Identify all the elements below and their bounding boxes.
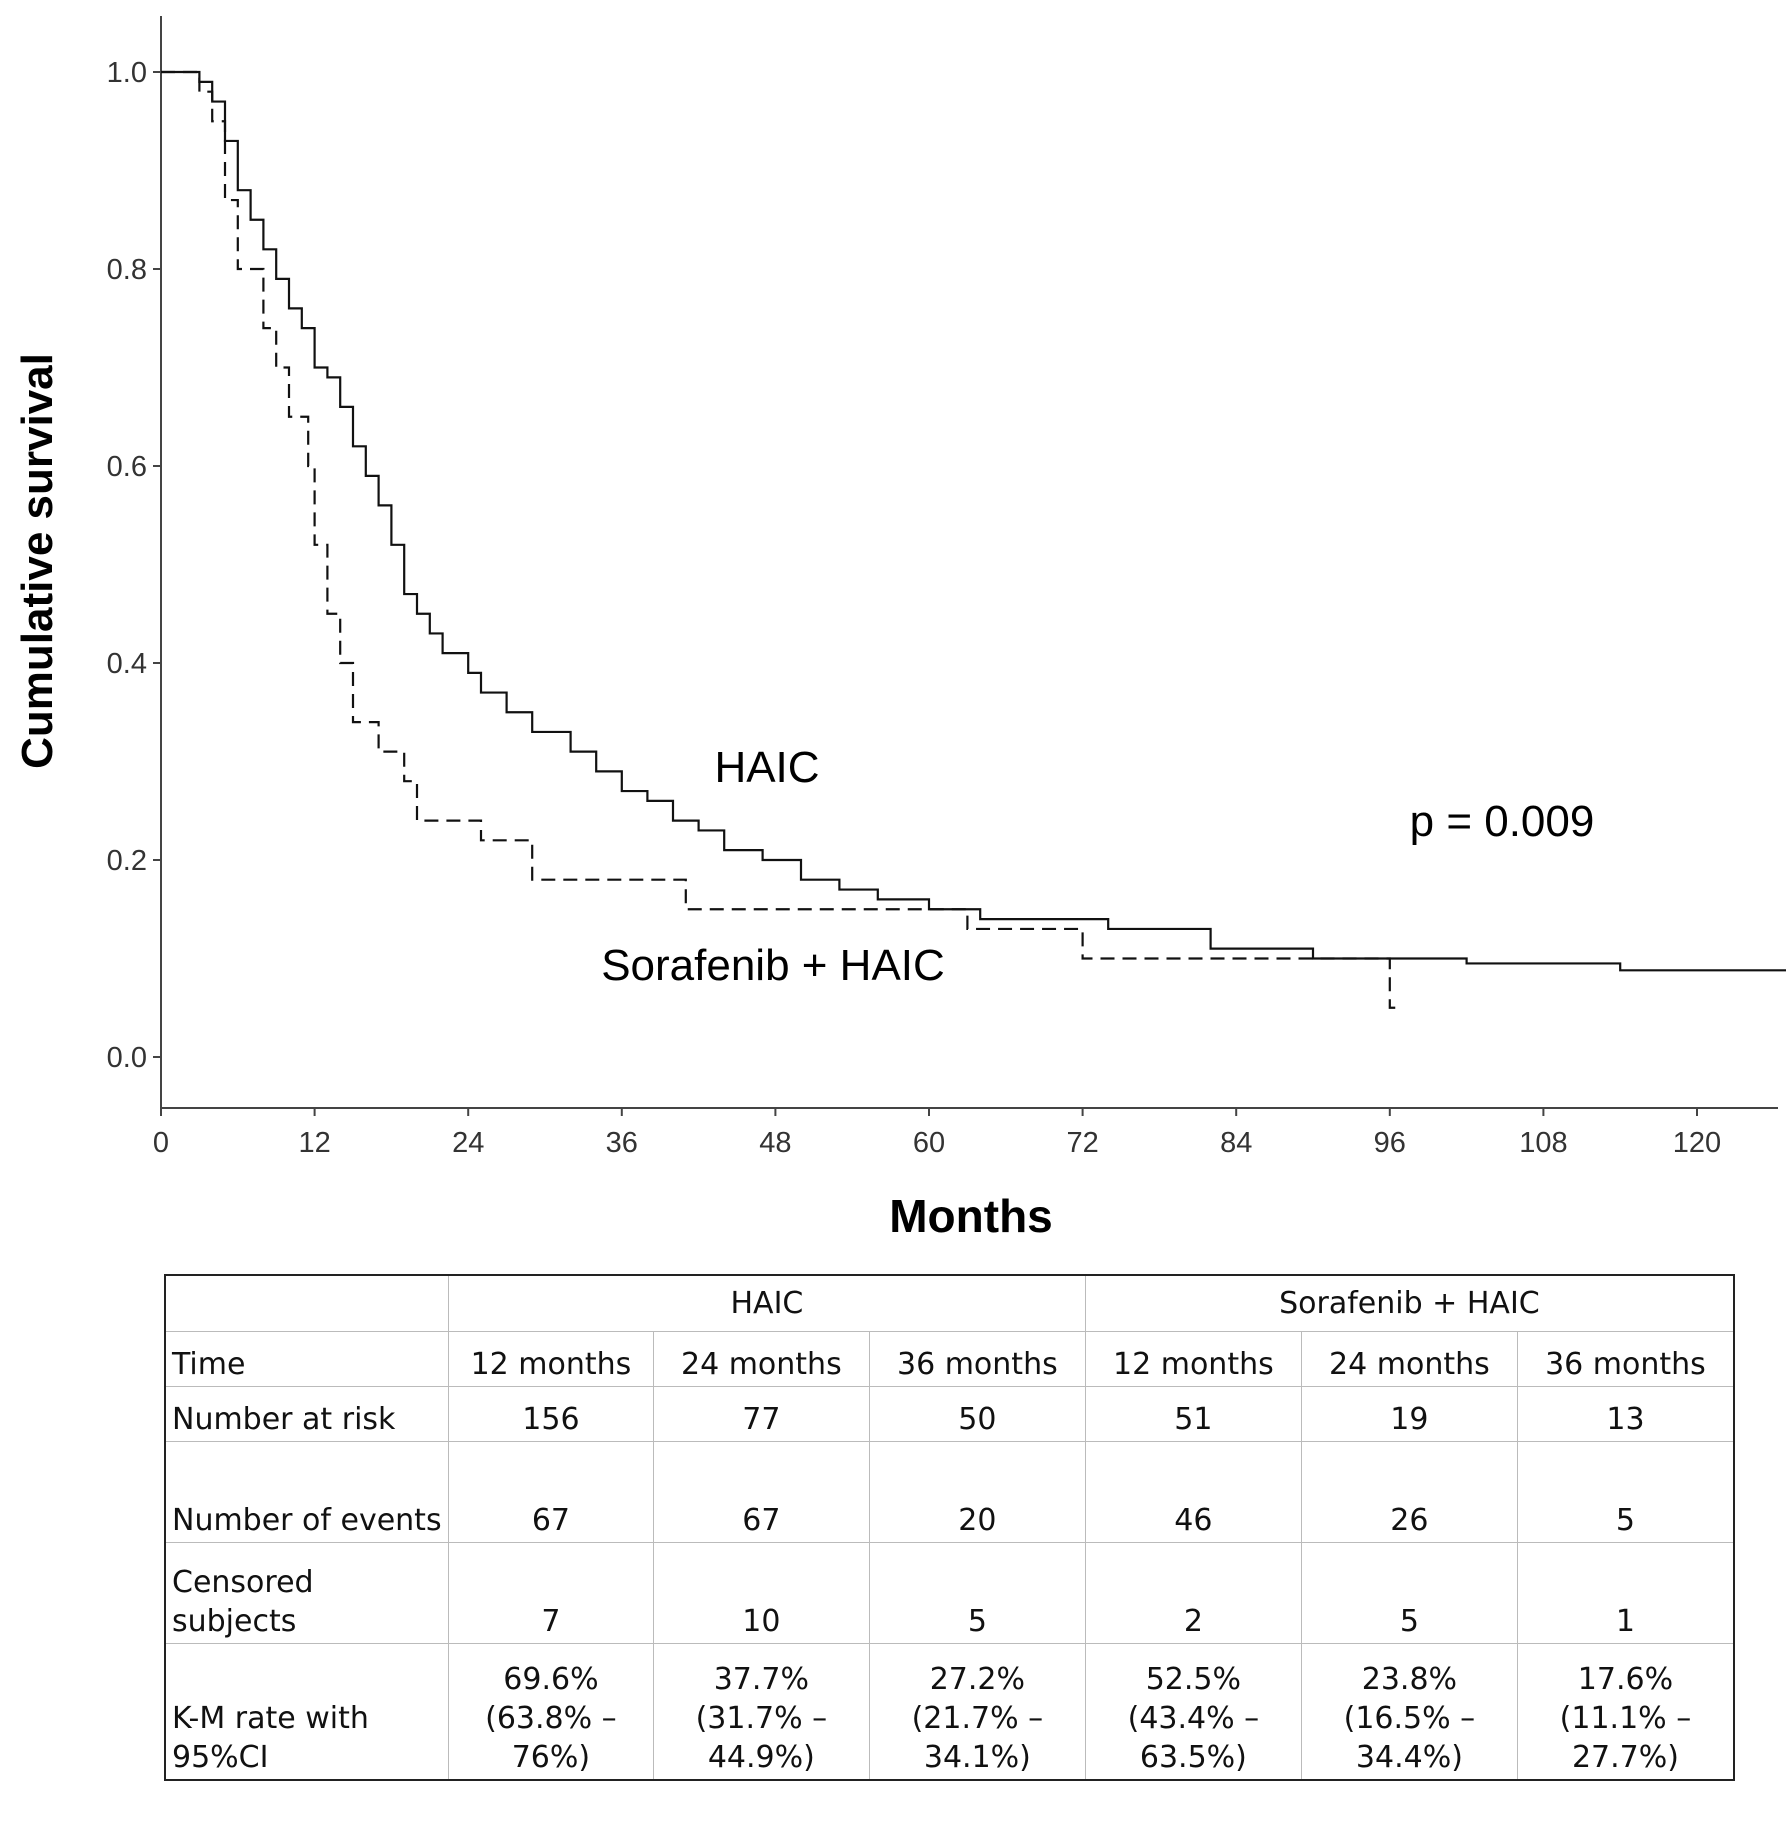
group-header: Sorafenib + HAIC: [1084, 1274, 1735, 1332]
x-tick-label: 60: [913, 1127, 945, 1159]
table-row: Number at risk 156 77 50 51 19 13: [164, 1385, 1735, 1442]
table-cell: 24 months: [652, 1330, 870, 1387]
table-cell: 51: [1084, 1385, 1302, 1442]
table-cell: 12 months: [1084, 1330, 1302, 1387]
km-curve-sorafenib-haic: [161, 70, 1403, 1009]
x-tick-label: 84: [1220, 1127, 1252, 1159]
table-cell: 67: [448, 1440, 654, 1543]
x-tick-label: 0: [153, 1127, 169, 1159]
y-tick-label: 1.0: [107, 57, 147, 89]
table-cell: 24 months: [1300, 1330, 1518, 1387]
table-row: K-M rate with 95%CI 69.6% (63.8% –76%) 37.…: [164, 1642, 1735, 1781]
table-cell: 5: [1300, 1541, 1518, 1644]
x-tick-label: 72: [1066, 1127, 1098, 1159]
row-label: Censored subjects: [164, 1541, 449, 1644]
table-cell: 23.8% (16.5% –34.4%): [1300, 1642, 1518, 1781]
km-curve-haic: [161, 70, 1786, 972]
table-cell: 5: [1516, 1440, 1735, 1543]
table-cell: 77: [652, 1385, 870, 1442]
table-cell: 156: [448, 1385, 654, 1442]
table-cell: 67: [652, 1440, 870, 1543]
table-cell: 50: [868, 1385, 1086, 1442]
table-row: Time 12 months 24 months 36 months 12 months…: [164, 1330, 1735, 1387]
survival-table: HAIC Sorafenib + HAIC Time 12 months 24 mo…: [164, 1274, 1735, 1781]
row-label: Number at risk: [164, 1385, 449, 1442]
y-axis-label: Cumulative survival: [13, 353, 62, 769]
table-cell: 20: [868, 1440, 1086, 1543]
y-tick-label: 0.6: [107, 451, 147, 483]
series-label-sorafenib: Sorafenib + HAIC: [601, 941, 945, 990]
table-cell: 1: [1516, 1541, 1735, 1644]
table-cell: 13: [1516, 1385, 1735, 1442]
table-cell: 37.7% (31.7% –44.9%): [652, 1642, 870, 1781]
table-cell: 36 months: [868, 1330, 1086, 1387]
table-row: Number of events 67 67 20 46 26 5: [164, 1440, 1735, 1543]
x-tick-label: 108: [1519, 1127, 1567, 1159]
row-label: K-M rate with 95%CI: [164, 1642, 449, 1781]
table-cell: 10: [652, 1541, 870, 1644]
y-tick-label: 0.4: [107, 648, 147, 680]
table-cell: 52.5% (43.4% –63.5%): [1084, 1642, 1302, 1781]
table-cell: 69.6% (63.8% –76%): [448, 1642, 654, 1781]
group-header: HAIC: [448, 1274, 1086, 1332]
table-cell: 46: [1084, 1440, 1302, 1543]
x-tick-label: 12: [298, 1127, 330, 1159]
table-cell: 17.6% (11.1% –27.7%): [1516, 1642, 1735, 1781]
table-row: Censored subjects 7 10 5 2 5 1: [164, 1541, 1735, 1644]
x-axis-label: Months: [889, 1190, 1053, 1242]
x-tick-label: 36: [606, 1127, 638, 1159]
x-tick-label: 48: [759, 1127, 791, 1159]
y-tick-label: 0.8: [107, 254, 147, 286]
x-tick-label: 96: [1374, 1127, 1406, 1159]
x-tick-label: 24: [452, 1127, 484, 1159]
table-cell: 26: [1300, 1440, 1518, 1543]
table-cell: 36 months: [1516, 1330, 1735, 1387]
p-value: p = 0.009: [1410, 797, 1595, 846]
table-cell: 5: [868, 1541, 1086, 1644]
x-tick-label: 120: [1673, 1127, 1721, 1159]
empty-cell: [164, 1274, 449, 1332]
km-chart: 0 12 24 36 48 60 72 84 96 108 120 0.0 0.2 0.4 0.6 0.8 1.…: [13, 16, 1786, 1242]
table-cell: 7: [448, 1541, 654, 1644]
table-cell: 2: [1084, 1541, 1302, 1644]
row-label: Number of events: [164, 1440, 449, 1543]
table-cell: 27.2% (21.7% –34.1%): [868, 1642, 1086, 1781]
table-cell: 19: [1300, 1385, 1518, 1442]
y-tick-label: 0.0: [107, 1042, 147, 1074]
series-label-haic: HAIC: [714, 743, 819, 792]
table-cell: 12 months: [448, 1330, 654, 1387]
y-tick-label: 0.2: [107, 845, 147, 877]
row-label: Time: [164, 1330, 449, 1387]
